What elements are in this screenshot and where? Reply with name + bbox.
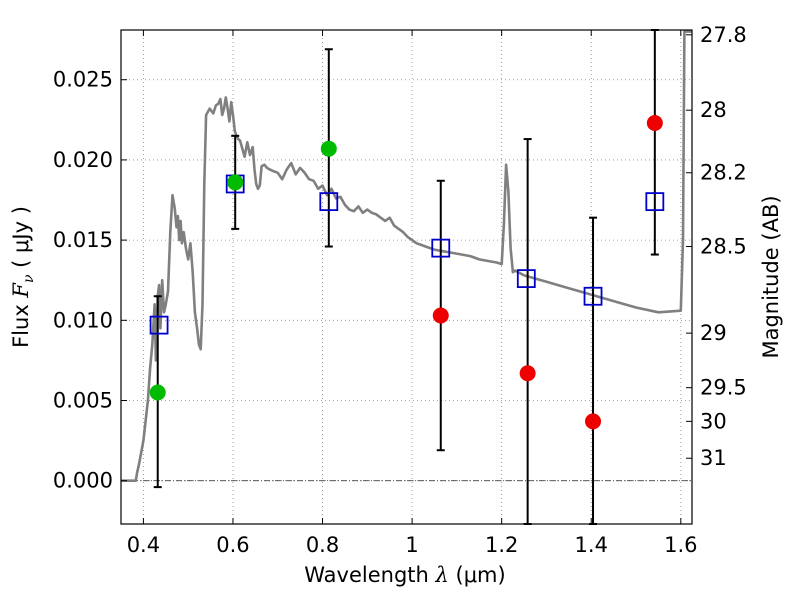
plot-frame: [120, 29, 693, 525]
template-sed-line: [121, 30, 692, 482]
detection-point: [149, 384, 166, 401]
model-box: [431, 238, 451, 258]
detection-point: [227, 174, 244, 191]
axis-ticks: [121, 30, 692, 524]
y2-tick-label: 28: [700, 98, 727, 122]
x-tick-label: 0.6: [216, 533, 249, 557]
y2-tick-label: 27.8: [700, 23, 747, 47]
model-photometry: [149, 174, 665, 335]
observed-photometry: [149, 115, 663, 430]
y-tick-label: 0.025: [53, 68, 113, 92]
model-box: [319, 192, 339, 212]
x-tick-label: 0.8: [306, 533, 339, 557]
model-box: [149, 315, 169, 335]
non-detection-point: [519, 365, 536, 382]
y-tick-label: 0.005: [53, 389, 113, 413]
detection-point: [320, 140, 337, 157]
non-detection-point: [432, 307, 449, 324]
x-tick-label: 0.4: [127, 533, 160, 557]
x-tick-label: 1.2: [485, 533, 518, 557]
x-tick-label: 1: [405, 533, 418, 557]
y2-tick-label: 28.5: [700, 235, 747, 259]
model-box: [583, 286, 603, 306]
x-axis-label: Wavelength λ (μm): [304, 563, 505, 587]
model-box: [645, 192, 665, 212]
y2-axis-label: Magnitude (AB): [759, 195, 783, 358]
y-tick-label: 0.015: [53, 228, 113, 252]
y-tick-label: 0.020: [53, 148, 113, 172]
y2-tick-label: 29.5: [700, 376, 747, 400]
x-tick-label: 1.6: [664, 533, 697, 557]
tick-labels: 0.4 0.6 0.8 1 1.2 1.4 1.6 0.000 0.005 0.010 0.015 0…: [53, 23, 747, 557]
non-detection-point: [646, 115, 663, 132]
y-tick-label: 0.010: [53, 308, 113, 332]
y2-tick-label: 29: [700, 321, 727, 345]
x-tick-label: 1.4: [575, 533, 608, 557]
y2-tick-label: 28.2: [700, 161, 747, 185]
template-sed: [121, 30, 692, 482]
y2-tick-label: 30: [700, 409, 727, 433]
non-detection-point: [585, 413, 602, 430]
y-tick-label: 0.000: [53, 469, 113, 493]
model-box: [516, 269, 536, 289]
y2-tick-label: 31: [700, 446, 727, 470]
y-axis-label: Flux Fν ( μJy ): [9, 206, 37, 348]
